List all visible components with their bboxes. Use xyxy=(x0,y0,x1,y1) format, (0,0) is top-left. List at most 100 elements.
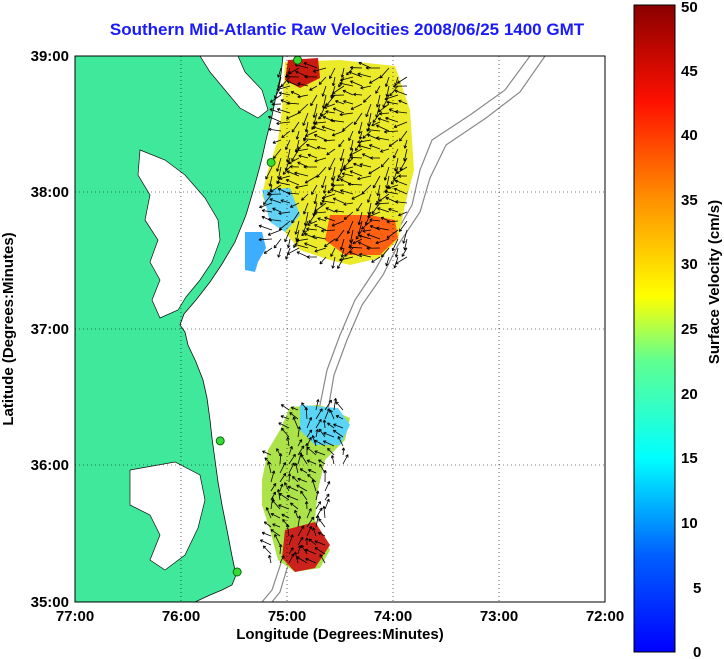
velocity-arrow xyxy=(288,547,294,555)
velocity-arrow xyxy=(384,94,399,101)
velocity-arrow xyxy=(353,112,363,126)
velocity-arrow xyxy=(273,148,282,159)
velocity-arrow xyxy=(297,545,302,555)
velocity-arrow xyxy=(317,217,327,222)
velocity-arrow xyxy=(278,91,291,96)
velocity-arrow xyxy=(347,182,363,187)
velocity-arrow xyxy=(388,139,399,147)
velocity-arrow xyxy=(307,153,318,159)
velocity-arrow xyxy=(276,85,291,91)
velocity-arrow xyxy=(306,143,318,150)
colorbar-tick-label: 50 xyxy=(681,0,698,16)
velocity-arrow xyxy=(306,459,317,465)
velocity-arrow xyxy=(331,183,345,187)
velocity-arrow xyxy=(350,103,363,110)
velocity-arrow xyxy=(269,108,282,114)
velocity-arrow xyxy=(376,184,381,196)
velocity-arrow xyxy=(401,247,408,257)
velocity-arrow xyxy=(272,207,282,213)
velocity-arrow xyxy=(297,445,305,456)
velocity-arrow xyxy=(269,198,282,204)
velocity-arrow xyxy=(270,497,275,510)
velocity-arrow xyxy=(288,553,295,564)
velocity-arrow xyxy=(323,432,335,438)
velocity-arrow xyxy=(335,229,345,242)
velocity-arrow xyxy=(378,193,390,202)
velocity-arrow xyxy=(344,247,354,257)
velocity-arrow xyxy=(306,227,318,231)
x-tick-label: 75:00 xyxy=(268,608,306,625)
velocity-arrow xyxy=(371,256,381,263)
velocity-arrow xyxy=(286,170,300,177)
velocity-arrow xyxy=(263,247,273,254)
velocity-arrow xyxy=(323,103,336,109)
x-tick-label: 72:00 xyxy=(586,608,624,625)
velocity-arrow xyxy=(314,540,326,546)
velocity-arrow xyxy=(301,193,309,201)
velocity-arrow xyxy=(281,130,291,139)
y-tick-label: 36:00 xyxy=(31,457,69,474)
velocity-arrow xyxy=(270,470,276,483)
velocity-arrow xyxy=(277,67,282,78)
velocity-arrow xyxy=(296,556,308,564)
velocity-arrow xyxy=(315,428,319,438)
velocity-arrow xyxy=(299,468,308,474)
velocity-arrow xyxy=(288,157,300,165)
velocity-arrow xyxy=(341,172,354,177)
velocity-arrow xyxy=(259,539,272,546)
velocity-arrow xyxy=(302,220,309,233)
velocity-arrow xyxy=(339,81,354,87)
velocity-arrow xyxy=(395,256,408,265)
velocity-arrow xyxy=(332,85,345,95)
velocity-arrow xyxy=(375,124,390,132)
velocity-arrow xyxy=(286,436,290,447)
velocity-arrow xyxy=(384,190,399,195)
velocity-arrow xyxy=(363,94,372,103)
velocity-arrow xyxy=(258,224,273,231)
velocity-arrow xyxy=(341,447,346,456)
velocity-arrow xyxy=(348,71,363,78)
velocity-arrow xyxy=(324,481,331,492)
velocity-arrow xyxy=(265,507,272,519)
velocity-arrow xyxy=(312,125,327,132)
velocity-arrow xyxy=(325,110,336,114)
velocity-arrow xyxy=(329,409,335,420)
velocity-arrow xyxy=(272,523,281,528)
velocity-arrow xyxy=(374,202,390,206)
velocity-arrow xyxy=(302,137,318,141)
velocity-arrow xyxy=(348,130,354,142)
colorbar-tick-label: 25 xyxy=(681,321,698,338)
velocity-arrow xyxy=(314,121,327,125)
velocity-arrow xyxy=(337,436,344,447)
velocity-arrow xyxy=(289,202,300,208)
velocity-arrow xyxy=(305,537,309,546)
y-tick-label: 38:00 xyxy=(31,184,69,201)
velocity-arrow xyxy=(393,187,408,195)
velocity-arrow xyxy=(332,197,345,204)
station-marker xyxy=(215,436,225,446)
colorbar-tick-label: 30 xyxy=(681,256,698,273)
velocity-arrow xyxy=(306,508,312,519)
velocity-arrow xyxy=(286,247,300,255)
y-tick-label: 35:00 xyxy=(31,594,69,611)
velocity-arrow xyxy=(305,442,309,456)
velocity-arrow xyxy=(319,103,327,117)
velocity-arrow xyxy=(349,148,363,156)
colorbar-tick-label: 35 xyxy=(681,192,698,209)
velocity-arrow xyxy=(335,415,344,420)
velocity-arrow xyxy=(349,251,363,258)
velocity-arrow xyxy=(352,238,363,245)
velocity-arrow xyxy=(317,531,326,537)
y-axis-label: Latitude (Degrees:Minutes) xyxy=(0,232,17,425)
velocity-arrow xyxy=(288,446,293,456)
velocity-arrow xyxy=(395,200,408,204)
velocity-arrow xyxy=(339,148,345,162)
velocity-arrow xyxy=(386,219,399,224)
velocity-arrow xyxy=(294,509,299,519)
velocity-arrow xyxy=(278,492,290,501)
velocity-arrow xyxy=(297,426,301,438)
velocity-arrow xyxy=(297,515,302,528)
velocity-arrow xyxy=(268,127,282,132)
velocity-arrow xyxy=(289,164,300,169)
